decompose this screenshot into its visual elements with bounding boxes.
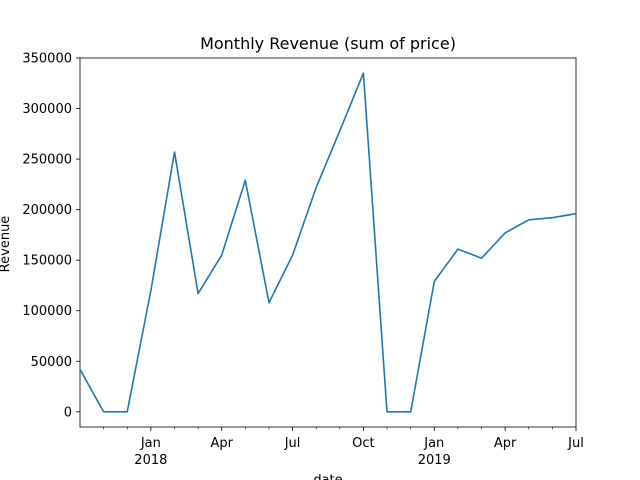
x-tick-label: Apr: [210, 436, 233, 451]
x-axis: Jan 2018 Apr Jul Oct Jan 2019 Apr Jul: [103, 427, 584, 468]
plot-area: [79, 57, 577, 428]
y-tick-label: 250000: [22, 153, 72, 168]
chart-title: Monthly Revenue (sum of price): [200, 34, 456, 53]
y-tick-label: 300000: [22, 102, 72, 117]
y-axis-label: Revenue: [0, 216, 13, 273]
x-year-label: 2019: [418, 453, 451, 468]
y-tick-label: 350000: [22, 52, 72, 67]
x-tick-label: Oct: [352, 436, 374, 451]
x-year-label: 2018: [134, 453, 167, 468]
series-layer: [79, 72, 577, 413]
y-tick-label: 200000: [22, 203, 72, 218]
x-tick-label: Jul: [284, 436, 301, 451]
series-line: [79, 72, 577, 413]
x-tick-label: Jan: [423, 436, 444, 451]
x-axis-label: date: [313, 473, 342, 480]
plot-frame: [79, 57, 577, 428]
x-tick-label: Jul: [567, 436, 584, 451]
y-tick-label: 100000: [22, 304, 72, 319]
y-axis: 0 50000 100000 150000 200000 250000 300000 3500…: [22, 52, 80, 420]
x-tick-label: Jan: [140, 436, 161, 451]
y-tick-label: 0: [64, 405, 72, 420]
x-tick-label: Apr: [494, 436, 517, 451]
y-tick-label: 50000: [31, 355, 72, 370]
y-tick-label: 150000: [22, 254, 72, 269]
